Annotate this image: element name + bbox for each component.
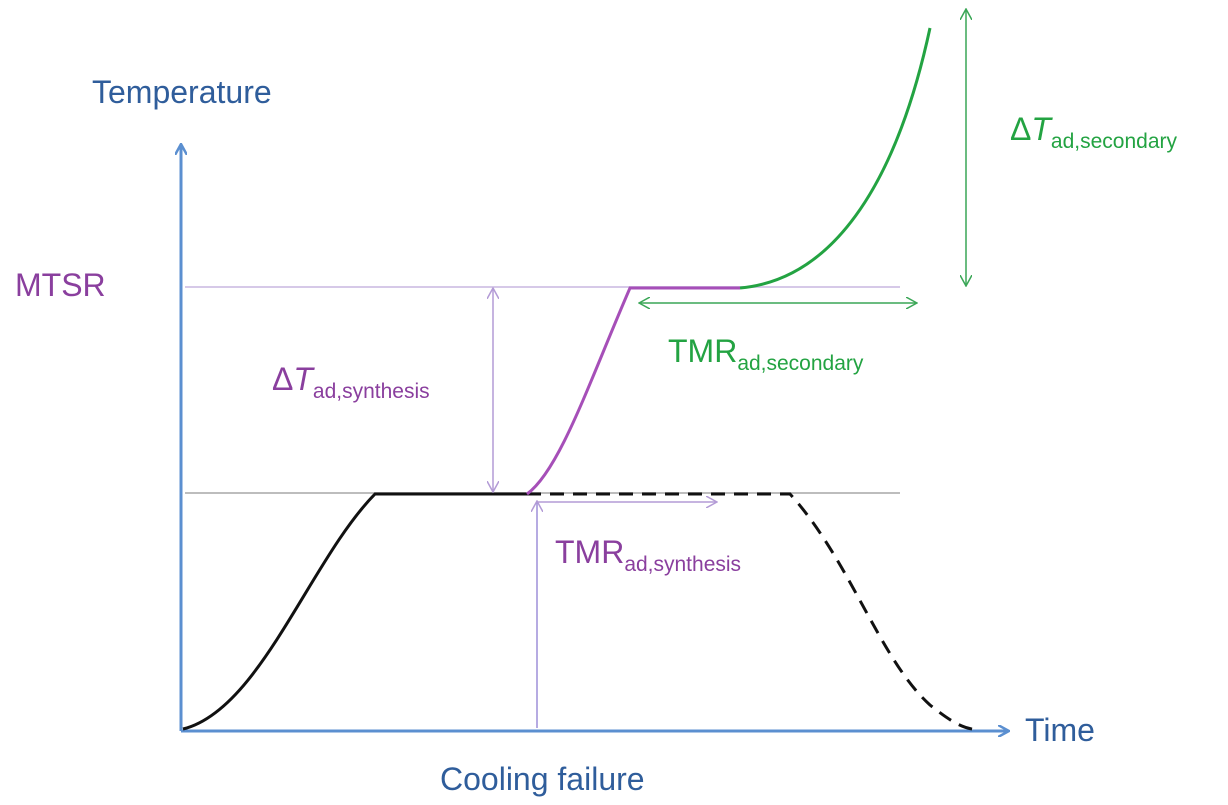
symbol-base: TMR	[555, 534, 624, 570]
secondary-runaway-curve	[739, 27, 932, 290]
x-axis-label: Time	[1025, 712, 1095, 748]
symbol-base: T	[293, 361, 315, 397]
synthesis-runaway-curve	[526, 286, 740, 496]
symbol-subscript: ad,secondary	[737, 352, 864, 375]
normal-continuation-curve	[527, 492, 981, 732]
symbol-subscript: ad,synthesis	[313, 380, 430, 403]
symbol-base: TMR	[668, 333, 737, 369]
delta-symbol: Δ	[272, 361, 293, 397]
tmr-synthesis-label: TMRad,synthesis	[555, 534, 741, 576]
tmr-secondary-label: TMRad,secondary	[668, 333, 864, 375]
delta-t-secondary-label: ΔTad,secondary	[1010, 111, 1178, 153]
delta-t-synthesis-label: ΔTad,synthesis	[272, 361, 430, 403]
mtsr-label: MTSR	[15, 267, 106, 303]
cooling-failure-label: Cooling failure	[440, 761, 645, 797]
symbol-base: T	[1031, 111, 1053, 147]
symbol-subscript: ad,synthesis	[624, 553, 741, 576]
delta-symbol: Δ	[1010, 111, 1031, 147]
y-axis-label: Temperature	[92, 74, 272, 110]
normal-process-curve	[182, 492, 527, 731]
symbol-subscript: ad,secondary	[1051, 130, 1178, 153]
